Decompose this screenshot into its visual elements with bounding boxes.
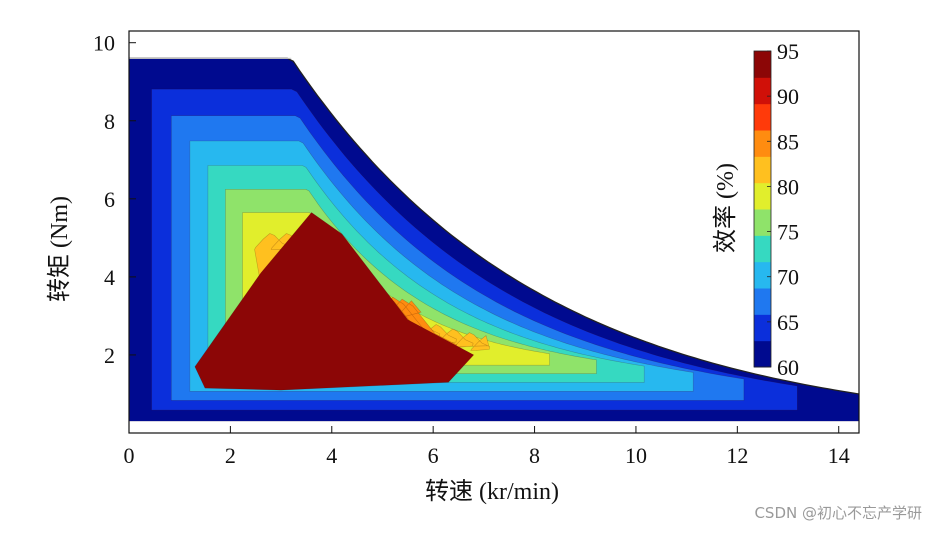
x-tick-label: 8 — [529, 443, 540, 468]
plot-area — [129, 57, 860, 422]
y-tick-label: 6 — [104, 187, 115, 212]
y-tick-label: 10 — [93, 31, 115, 56]
plot-frame — [128, 30, 860, 434]
colorbar-segment-7 — [754, 182, 771, 210]
watermark: CSDN @初心不忘产学研 — [754, 504, 922, 522]
colorbar-segment-4 — [754, 261, 771, 289]
y-axis-title: 转矩 (Nm) — [46, 196, 73, 302]
colorbar-tick-label: 65 — [777, 310, 799, 335]
colorbar-segment-11 — [754, 77, 771, 105]
y-tick-label: 2 — [104, 343, 115, 368]
x-axis-title: 转速 (kr/min) — [425, 478, 559, 505]
colorbar-segment-10 — [754, 103, 771, 131]
x-tick-label: 10 — [625, 443, 647, 468]
colorbar-tick-label: 80 — [777, 174, 799, 199]
colorbar-segment-8 — [754, 156, 771, 184]
colorbar: 60 65 70 75 80 85 90 95 — [753, 39, 799, 380]
y-tick-label: 8 — [104, 109, 115, 134]
colorbar-frame — [753, 50, 772, 368]
colorbar-segment-9 — [754, 130, 771, 157]
contour-bands — [129, 58, 859, 422]
colorbar-tick-label: 75 — [777, 220, 799, 245]
x-tick-label: 12 — [726, 443, 748, 468]
colorbar-tick-label: 60 — [777, 355, 799, 380]
colorbar-tick-label: 90 — [777, 84, 799, 109]
axes: 0 2 4 6 8 10 12 14 2 4 6 8 10 — [93, 30, 860, 468]
colorbar-tick-label: 95 — [777, 39, 799, 64]
colorbar-title: 效率 (%) — [712, 163, 739, 253]
colorbar-segment-12 — [754, 51, 771, 78]
x-tick-label: 14 — [828, 443, 850, 468]
colorbar-segment-3 — [754, 288, 771, 315]
x-tick-label: 6 — [428, 443, 439, 468]
contour-band-12 — [194, 212, 475, 391]
x-tick-label: 4 — [326, 443, 337, 468]
colorbar-tick-label: 70 — [777, 265, 799, 290]
colorbar-segment-5 — [754, 235, 771, 263]
y-tick-label: 4 — [104, 265, 115, 290]
x-tick-label: 2 — [225, 443, 236, 468]
colorbar-segment-2 — [754, 314, 771, 342]
colorbar-segment-6 — [754, 209, 771, 236]
colorbar-segment-1 — [754, 340, 771, 368]
x-tick-label: 0 — [124, 443, 135, 468]
colorbar-tick-label: 85 — [777, 129, 799, 154]
